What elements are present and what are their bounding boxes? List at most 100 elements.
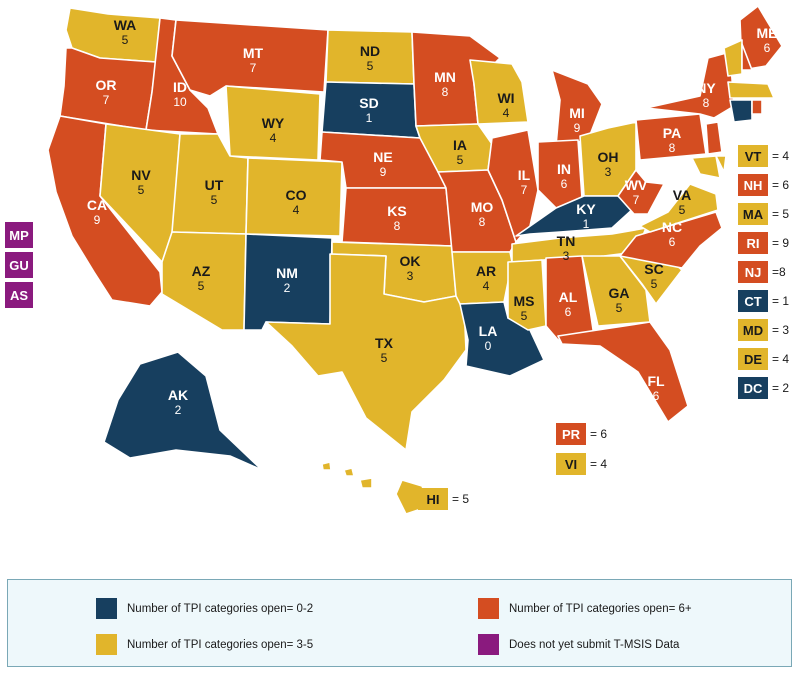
- state-value-co: 4: [293, 203, 300, 217]
- small-state-badge-ct: CT: [738, 290, 768, 312]
- small-state-badge-md: MD: [738, 319, 768, 341]
- ri-shape: [751, 99, 763, 115]
- state-label-wi: WI: [497, 90, 514, 106]
- ct-shape: [729, 99, 753, 123]
- state-label-ne: NE: [373, 149, 392, 165]
- state-label-ms: MS: [514, 293, 535, 309]
- state-value-ut: 5: [211, 193, 218, 207]
- state-label-wy: WY: [262, 115, 285, 131]
- state-label-co: CO: [286, 187, 307, 203]
- state-badge-hi: HI: [418, 488, 448, 510]
- ma-shape: [727, 81, 775, 99]
- state-label-nd: ND: [360, 43, 380, 59]
- state-wy: [225, 85, 321, 161]
- state-pa: [635, 113, 707, 161]
- state-value-mi: 9: [574, 121, 581, 135]
- state-ny: [645, 51, 735, 119]
- nh-shape: [741, 43, 753, 71]
- state-ak: [103, 351, 263, 471]
- state-value-fl: 6: [653, 389, 660, 403]
- small-state-badge-nj: NJ: [738, 261, 768, 283]
- md-shape: [691, 155, 721, 179]
- state-value-ar: 4: [483, 279, 490, 293]
- legend-label-mid: Number of TPI categories open= 3-5: [127, 638, 314, 651]
- state-value-ne: 9: [380, 165, 387, 179]
- state-label-fl: FL: [647, 373, 665, 389]
- state-label-id: ID: [173, 79, 187, 95]
- state-value-ak: 2: [175, 403, 182, 417]
- small-state-badge-de: DE: [738, 348, 768, 370]
- small-state-badge-ma: MA: [738, 203, 768, 225]
- territory-badge-vi: VI: [556, 453, 586, 475]
- territory-value-pr: = 6: [590, 427, 608, 441]
- small-state-value-ma: = 5: [772, 207, 790, 221]
- legend-item-high: Number of TPI categories open= 6+: [478, 598, 692, 619]
- small-state-badge-dc: DC: [738, 377, 768, 399]
- state-co: [245, 157, 343, 237]
- state-value-nm: 2: [284, 281, 291, 295]
- state-label-nv: NV: [131, 167, 151, 183]
- state-value-ga: 5: [616, 301, 623, 315]
- state-label-pa: PA: [663, 125, 681, 141]
- legend-item-low: Number of TPI categories open= 0-2: [96, 598, 313, 619]
- small-state-value-md: = 3: [772, 323, 790, 337]
- state-value-sd: 1: [366, 111, 373, 125]
- small-state-value-dc: = 2: [772, 381, 790, 395]
- legend-swatch-high: [478, 598, 499, 619]
- hawaii-kauai: [321, 461, 332, 471]
- legend-label-high: Number of TPI categories open= 6+: [509, 602, 692, 615]
- state-label-ky: KY: [576, 201, 596, 217]
- state-value-il: 7: [521, 183, 528, 197]
- state-value-nd: 5: [367, 59, 374, 73]
- state-nc: [619, 211, 723, 269]
- state-label-ak: AK: [168, 387, 188, 403]
- state-value-ks: 8: [394, 219, 401, 233]
- territory-badge-pr: PR: [556, 423, 586, 445]
- state-label-ca: CA: [87, 197, 107, 213]
- state-label-wv: WV: [625, 177, 648, 193]
- legend-swatch-low: [96, 598, 117, 619]
- state-label-tn: TN: [557, 233, 576, 249]
- hawaii-maui: [359, 477, 373, 489]
- legend-item-none: Does not yet submit T-MSIS Data: [478, 634, 679, 655]
- de-shape: [715, 155, 727, 173]
- state-label-nm: NM: [276, 265, 298, 281]
- state-value-mt: 7: [250, 61, 257, 75]
- state-label-tx: TX: [375, 335, 394, 351]
- state-label-il: IL: [518, 167, 531, 183]
- state-label-or: OR: [96, 77, 117, 93]
- state-label-ks: KS: [387, 203, 406, 219]
- small-state-value-ct: = 1: [772, 294, 790, 308]
- state-label-sd: SD: [359, 95, 378, 111]
- small-state-value-ri: = 9: [772, 236, 790, 250]
- state-value-wy: 4: [270, 131, 277, 145]
- state-value-ia: 5: [457, 153, 464, 167]
- state-wi: [469, 59, 529, 125]
- state-value-wv: 7: [633, 193, 640, 207]
- nj-shape: [705, 121, 723, 155]
- state-value-id: 10: [173, 95, 187, 109]
- legend-label-low: Number of TPI categories open= 0-2: [127, 602, 314, 615]
- state-value-ca: 9: [94, 213, 101, 227]
- no-data-territory-as: AS: [5, 282, 33, 308]
- state-value-ok: 3: [407, 269, 414, 283]
- state-value-ny: 8: [703, 96, 710, 110]
- state-value-me: 6: [764, 41, 771, 55]
- small-state-badge-ri: RI: [738, 232, 768, 254]
- hawaii-oahu: [343, 467, 355, 477]
- state-label-va: VA: [673, 187, 691, 203]
- state-value-wa: 5: [122, 33, 129, 47]
- state-value-wi: 4: [503, 106, 510, 120]
- vt-shape: [723, 39, 743, 77]
- state-label-ga: GA: [609, 285, 630, 301]
- no-data-territory-gu: GU: [5, 252, 33, 278]
- state-value-tx: 5: [381, 351, 388, 365]
- state-value-nv: 5: [138, 183, 145, 197]
- small-state-value-nh: = 6: [772, 178, 790, 192]
- state-label-al: AL: [559, 289, 578, 305]
- state-value-ms: 5: [521, 309, 528, 323]
- state-label-ny: NY: [696, 80, 716, 96]
- state-tx: [265, 253, 467, 451]
- state-value-az: 5: [198, 279, 205, 293]
